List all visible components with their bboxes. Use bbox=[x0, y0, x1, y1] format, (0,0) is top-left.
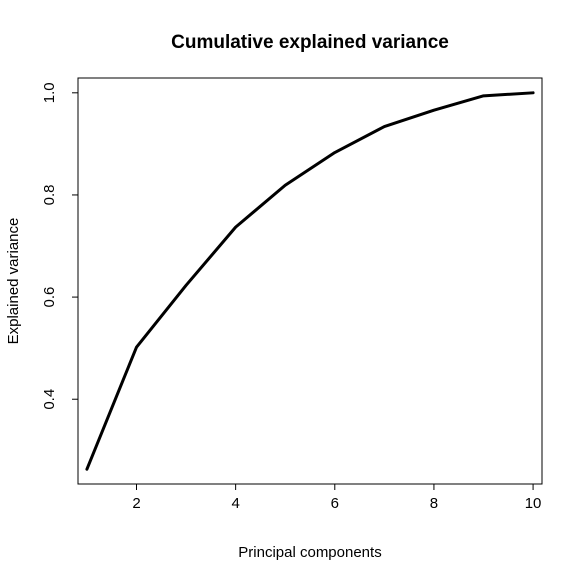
series-layer bbox=[85, 91, 535, 471]
y-axis-label: Explained variance bbox=[5, 218, 22, 345]
x-tick-label: 8 bbox=[430, 495, 438, 512]
y-tick-label: 0.6 bbox=[41, 287, 58, 308]
y-tick-label: 1.0 bbox=[41, 82, 58, 103]
chart-title: Cumulative explained variance bbox=[171, 32, 449, 53]
x-tick-label: 10 bbox=[525, 495, 542, 512]
x-axis-label: Principal components bbox=[238, 544, 381, 561]
y-tick-label: 0.8 bbox=[41, 185, 58, 206]
x-tick-label: 6 bbox=[331, 495, 339, 512]
x-tick-label: 4 bbox=[231, 495, 239, 512]
y-tick-label: 0.4 bbox=[41, 389, 58, 410]
x-tick-label: 2 bbox=[132, 495, 140, 512]
y-axis: 0.4 0.6 0.8 1.0 bbox=[41, 82, 78, 410]
series-line bbox=[85, 91, 535, 471]
plot-frame bbox=[77, 77, 543, 485]
x-axis: 2 4 6 8 10 bbox=[132, 484, 541, 512]
